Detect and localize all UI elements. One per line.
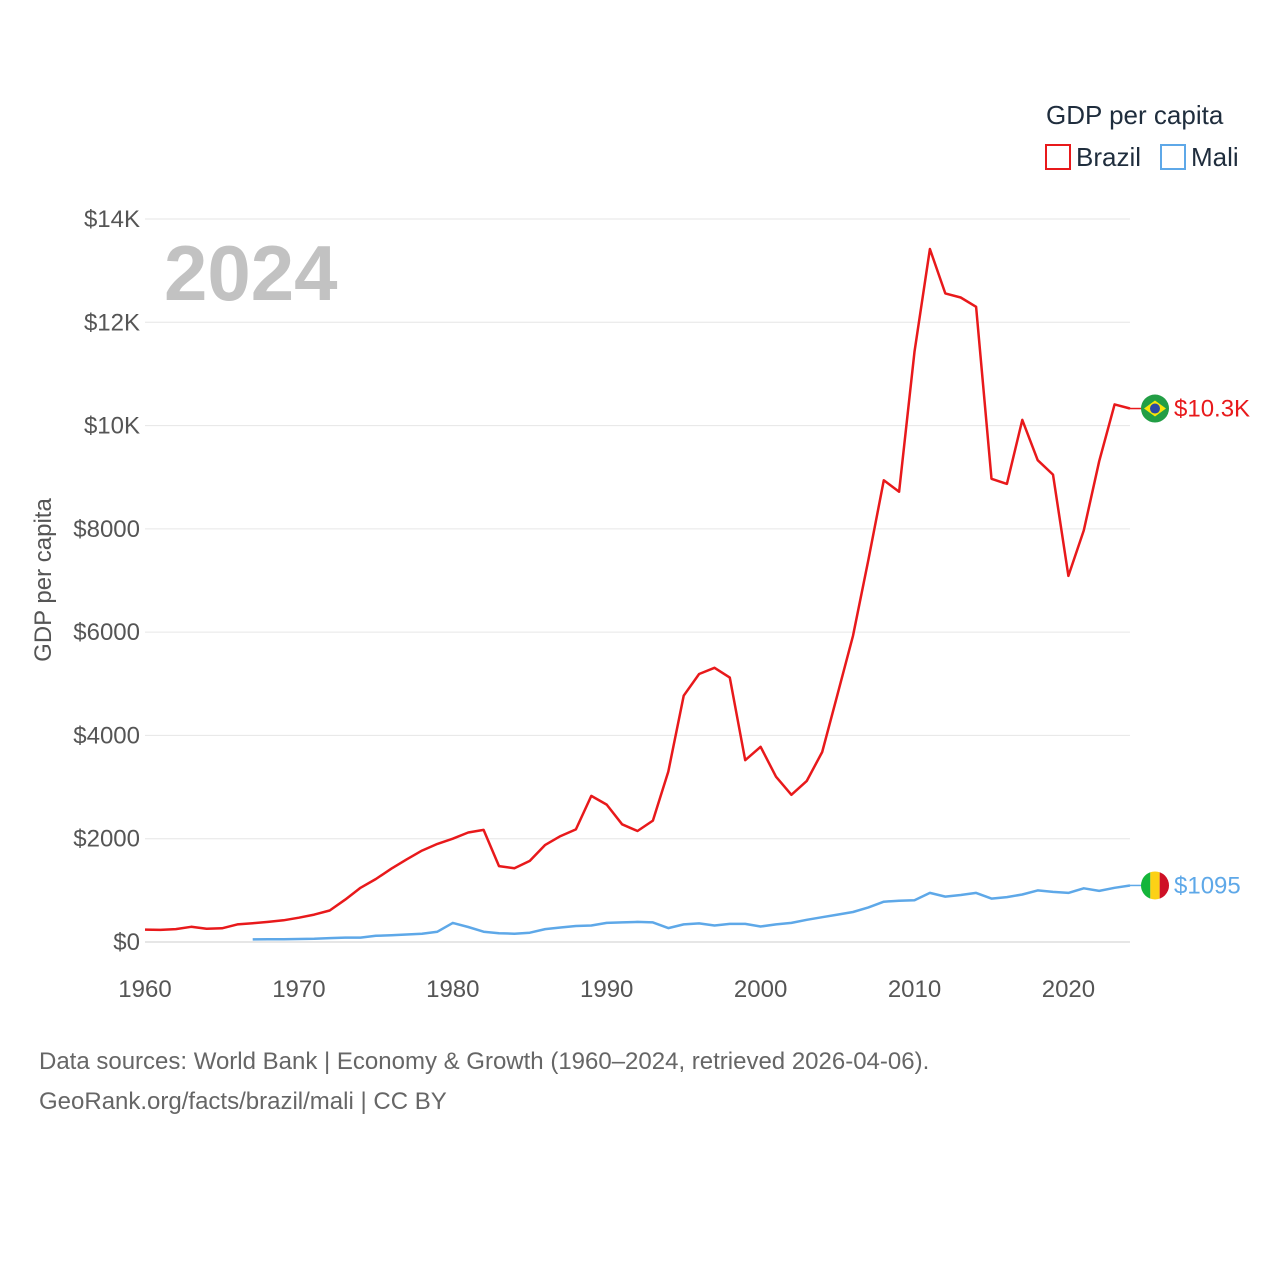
y-tick-label: $0 [113,929,140,956]
brazil-flag-icon [1141,394,1169,423]
y-tick-label: $6000 [73,619,140,646]
x-tick-label: 2000 [734,976,787,1003]
footer-sources: Data sources: World Bank | Economy & Gro… [39,1048,930,1075]
series-line-brazil [144,247,1131,932]
x-tick-label: 1990 [580,976,633,1003]
x-tick-label: 2010 [888,976,941,1003]
series-line-mali [252,884,1131,941]
gridlines [145,218,1130,943]
year-watermark: 2024 [164,229,338,317]
end-label-brazil: $10.3K [1174,396,1250,423]
x-tick-label: 1970 [272,976,325,1003]
y-tick-label: $10K [84,413,140,440]
gdp-line-chart: $0$2000$4000$6000$8000$10K$12K$14K 1960 1… [30,100,1250,1003]
x-tick-label: 1960 [118,976,171,1003]
mali-flag-icon [1141,871,1169,900]
series-lines [144,247,1131,941]
footer: Data sources: World Bank | Economy & Gro… [39,1042,929,1122]
x-axis-ticks: 1960 1970 1980 1990 2000 2010 2020 [118,976,1095,1003]
end-labels: $10.3K $1095 [1130,394,1250,900]
legend-swatch-mali [1160,144,1186,170]
x-tick-label: 2020 [1042,976,1095,1003]
legend-title: GDP per capita [1046,100,1224,130]
legend-label-mali: Mali [1191,142,1239,172]
x-tick-label: 1980 [426,976,479,1003]
end-label-mali: $1095 [1174,872,1241,899]
footer-link: GeoRank.org/facts/brazil/mali | CC BY [39,1088,447,1115]
y-tick-label: $2000 [73,826,140,853]
y-tick-label: $14K [84,206,140,233]
y-tick-label: $8000 [73,516,140,543]
legend-label-brazil: Brazil [1076,142,1141,172]
y-axis-title: GDP per capita [30,498,57,662]
y-tick-label: $4000 [73,722,140,749]
y-tick-label: $12K [84,309,140,336]
y-axis-ticks: $0 $2000 $4000 $6000 $8000 $10K $12K $14K [73,206,140,956]
legend: GDP per capita Brazil Mali [1045,100,1239,172]
legend-swatch-brazil [1045,144,1071,170]
